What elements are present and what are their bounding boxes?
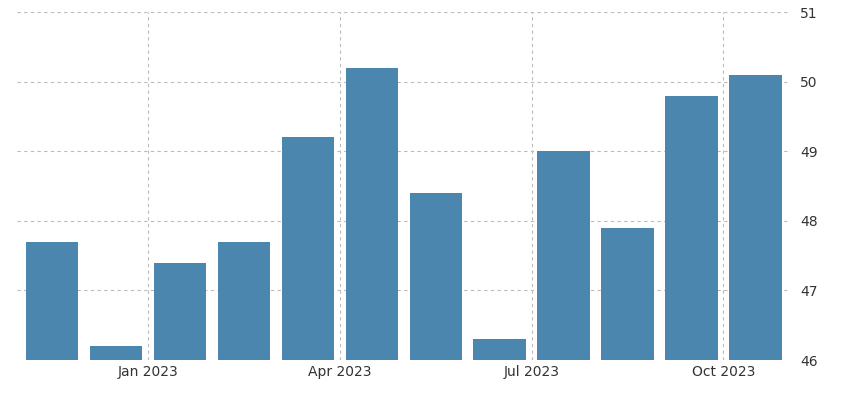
Bar bbox=[729, 75, 781, 360]
Bar bbox=[26, 242, 78, 360]
Bar bbox=[473, 339, 526, 360]
Bar bbox=[218, 242, 270, 360]
Bar bbox=[601, 228, 654, 360]
Bar bbox=[410, 193, 462, 360]
Bar bbox=[154, 262, 207, 360]
Bar bbox=[346, 68, 398, 360]
Bar bbox=[90, 346, 142, 360]
Bar bbox=[666, 96, 717, 360]
Bar bbox=[281, 137, 334, 360]
Bar bbox=[537, 151, 590, 360]
